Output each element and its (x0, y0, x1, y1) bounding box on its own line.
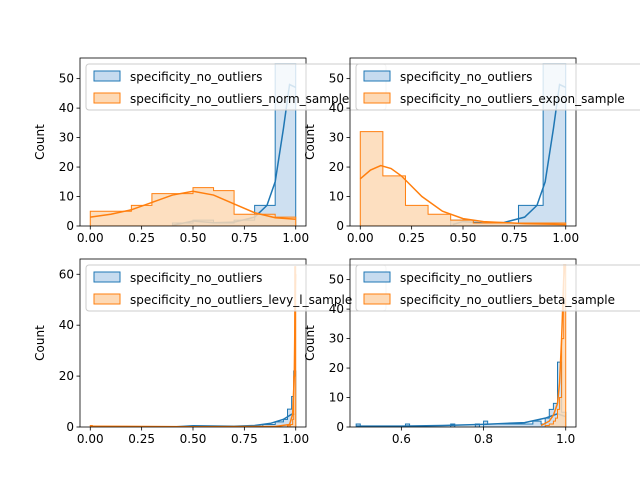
x-tick-label: 1.00 (282, 432, 309, 446)
legend-label: specificity_no_outliers (400, 70, 532, 84)
legend-label: specificity_no_outliers (130, 70, 262, 84)
y-tick-label: 20 (329, 160, 344, 174)
y-tick-label: 0 (66, 420, 74, 434)
y-tick-label: 40 (329, 101, 344, 115)
legend-swatch (363, 92, 391, 104)
y-axis-label: Count (33, 325, 47, 361)
histogram-series-2 (359, 131, 567, 226)
legend-label: specificity_no_outliers_norm_sample (130, 92, 349, 106)
legend-box (355, 264, 640, 312)
x-tick-label: 1.00 (552, 231, 579, 245)
x-tick-label: 0.8 (474, 432, 493, 446)
y-axis-label: Count (303, 124, 317, 160)
y-axis-label: Count (33, 124, 47, 160)
y-tick-label: 50 (59, 72, 74, 86)
y-tick-label: 40 (59, 101, 74, 115)
legend: specificity_no_outliers specificity_no_ou… (85, 264, 387, 312)
subplot-2: 0.00 0.25 0.50 0.75 1.00 0 10 20 30 40 50 Count spec… (303, 57, 640, 245)
x-tick-label: 1.00 (282, 231, 309, 245)
legend-swatch (93, 293, 121, 305)
legend-swatch (93, 70, 121, 82)
x-tick-label: 0.00 (77, 432, 104, 446)
y-tick-label: 0 (66, 219, 74, 233)
subplot-1: 0.00 0.25 0.50 0.75 1.00 0 10 20 30 40 50 Count spec… (33, 57, 387, 245)
y-tick-label: 40 (329, 302, 344, 316)
histogram-series-1 (192, 370, 297, 427)
y-tick-label: 50 (329, 72, 344, 86)
x-tick-label: 0.00 (347, 231, 374, 245)
y-tick-label: 30 (329, 131, 344, 145)
y-tick-label: 30 (329, 332, 344, 346)
y-tick-label: 10 (329, 391, 344, 405)
y-tick-label: 0 (336, 219, 344, 233)
y-tick-label: 50 (329, 273, 344, 287)
y-tick-label: 20 (59, 369, 74, 383)
legend-label: specificity_no_outliers_levy_l_sample (130, 293, 352, 307)
x-tick-label: 0.25 (128, 231, 155, 245)
legend-swatch (93, 92, 121, 104)
legend-swatch (363, 70, 391, 82)
kde-line-1 (356, 412, 566, 427)
x-tick-label: 0.25 (398, 231, 425, 245)
legend-box (355, 63, 640, 111)
kde-line-2 (90, 190, 296, 220)
legend-swatch (363, 293, 391, 305)
y-tick-label: 60 (59, 267, 74, 281)
kde-line-2 (359, 164, 566, 226)
y-axis-label: Count (303, 325, 317, 361)
y-tick-label: 30 (59, 131, 74, 145)
y-tick-label: 10 (59, 190, 74, 204)
y-tick-label: 20 (59, 160, 74, 174)
legend: specificity_no_outliers specificity_no_ou… (85, 63, 387, 111)
legend: specificity_no_outliers specificity_no_ou… (355, 264, 640, 312)
x-tick-label: 0.75 (231, 231, 258, 245)
legend-label: specificity_no_outliers_expon_sample (400, 92, 625, 106)
x-tick-label: 0.75 (231, 432, 258, 446)
y-tick-label: 20 (329, 361, 344, 375)
legend-label: specificity_no_outliers (400, 271, 532, 285)
histogram-series-1 (355, 361, 567, 427)
y-tick-label: 0 (336, 420, 344, 434)
x-tick-label: 0.25 (128, 432, 155, 446)
y-tick-label: 10 (329, 190, 344, 204)
x-tick-label: 0.50 (180, 432, 207, 446)
x-tick-label: 0.50 (450, 231, 477, 245)
axes-frame (349, 258, 577, 428)
subplot-4: 0.6 0.8 1.0 0 10 20 30 40 50 Count specificity_no_… (303, 258, 640, 446)
subplot-3: 0.00 0.25 0.50 0.75 1.00 0 20 40 60 Count specific… (33, 258, 387, 446)
legend-label: specificity_no_outliers (130, 271, 262, 285)
x-tick-label: 0.50 (180, 231, 207, 245)
legend-swatch (363, 271, 391, 283)
x-tick-label: 0.00 (77, 231, 104, 245)
x-tick-label: 0.75 (501, 231, 528, 245)
x-tick-label: 1.0 (556, 432, 575, 446)
x-tick-label: 0.6 (392, 432, 411, 446)
legend-label: specificity_no_outliers_beta_sample (400, 293, 615, 307)
y-tick-label: 40 (59, 318, 74, 332)
legend: specificity_no_outliers specificity_no_ou… (355, 63, 640, 111)
legend-swatch (93, 271, 121, 283)
